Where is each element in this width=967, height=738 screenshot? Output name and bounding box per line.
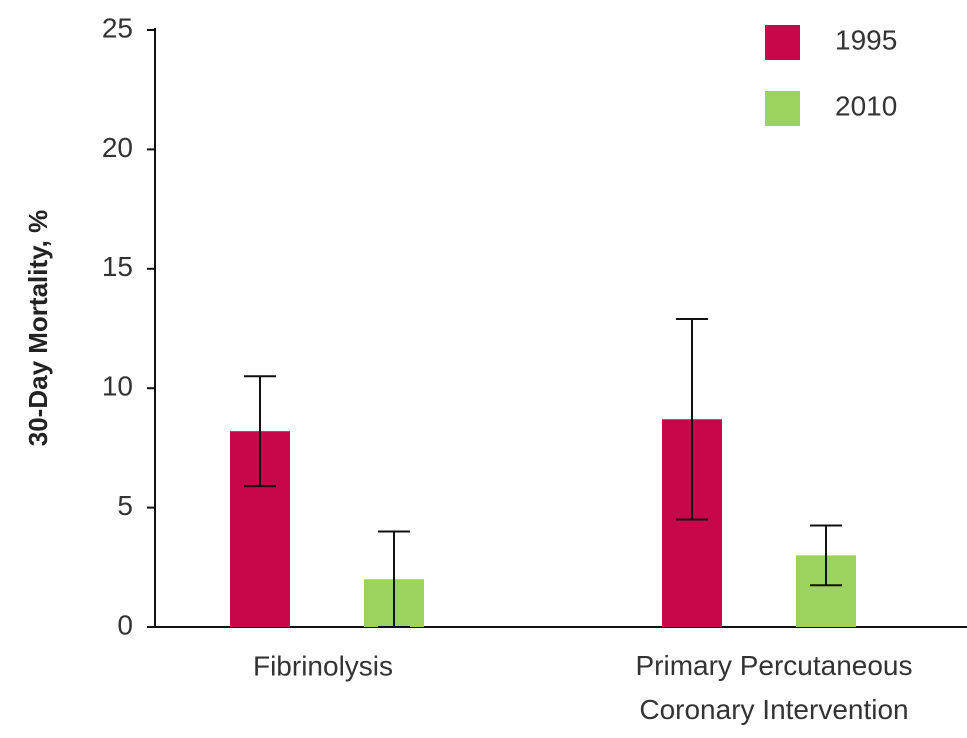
legend-swatch — [765, 91, 800, 126]
error-bar — [676, 317, 708, 521]
x-tick-label: Primary Percutaneous Coronary Interventio… — [635, 650, 912, 725]
y-tick-label: 25 — [102, 12, 133, 43]
legend-label: 1995 — [835, 24, 897, 55]
error-bar — [810, 524, 842, 587]
error-bar — [378, 530, 410, 628]
y-tick-label: 10 — [102, 371, 133, 402]
y-axis-label: 30-Day Mortality, % — [23, 210, 53, 446]
y-tick-label: 15 — [102, 251, 133, 282]
y-tick-label: 0 — [117, 609, 133, 640]
y-tick-label: 5 — [117, 490, 133, 521]
x-tick-label: Fibrinolysis — [253, 650, 393, 681]
legend-swatch — [765, 25, 800, 60]
y-tick-label: 20 — [102, 132, 133, 163]
error-bar — [244, 375, 276, 488]
legend-label: 2010 — [835, 90, 897, 121]
